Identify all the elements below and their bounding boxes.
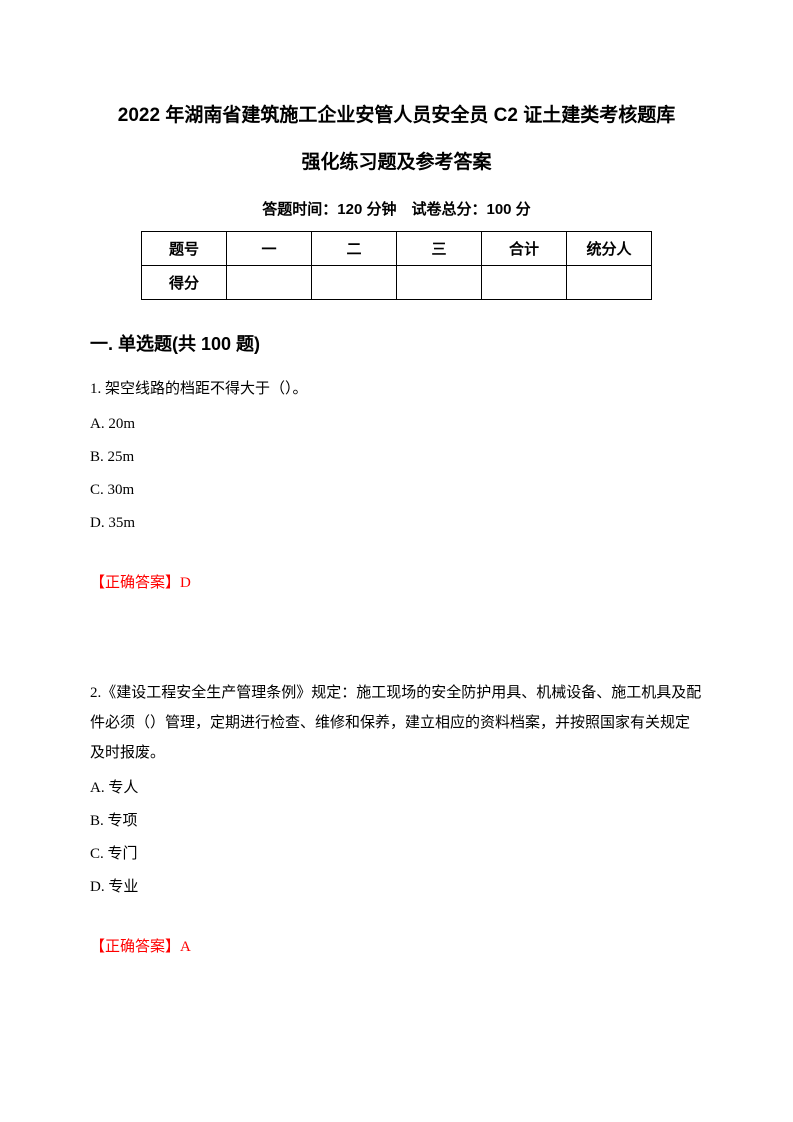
table-cell [227,266,312,300]
table-cell: 统分人 [567,232,652,266]
option-a: A. 专人 [90,772,703,805]
table-cell: 合计 [482,232,567,266]
option-c: C. 30m [90,474,703,507]
table-cell [567,266,652,300]
option-c: C. 专门 [90,838,703,871]
table-cell [482,266,567,300]
table-cell: 二 [312,232,397,266]
correct-answer: 【正确答案】A [90,932,703,962]
exam-info: 答题时间：120 分钟 试卷总分：100 分 [90,198,703,219]
option-d: D. 35m [90,507,703,540]
title-line-1: 2022 年湖南省建筑施工企业安管人员安全员 C2 证土建类考核题库 [90,100,703,127]
option-b: B. 25m [90,441,703,474]
option-a: A. 20m [90,408,703,441]
question-text: 2.《建设工程安全生产管理条例》规定：施工现场的安全防护用具、机械设备、施工机具… [90,678,703,768]
option-b: B. 专项 [90,805,703,838]
question-2: 2.《建设工程安全生产管理条例》规定：施工现场的安全防护用具、机械设备、施工机具… [90,678,703,962]
section-heading: 一. 单选题(共 100 题) [90,330,703,356]
correct-answer: 【正确答案】D [90,568,703,598]
table-row: 题号 一 二 三 合计 统分人 [142,232,652,266]
table-cell-label: 题号 [142,232,227,266]
table-cell [312,266,397,300]
table-row: 得分 [142,266,652,300]
table-cell [397,266,482,300]
table-cell: 三 [397,232,482,266]
question-text: 1. 架空线路的档距不得大于（）。 [90,374,703,404]
score-table: 题号 一 二 三 合计 统分人 得分 [141,231,652,300]
table-cell-label: 得分 [142,266,227,300]
title-line-2: 强化练习题及参考答案 [90,147,703,174]
question-1: 1. 架空线路的档距不得大于（）。 A. 20m B. 25m C. 30m D… [90,374,703,598]
table-cell: 一 [227,232,312,266]
option-d: D. 专业 [90,871,703,904]
